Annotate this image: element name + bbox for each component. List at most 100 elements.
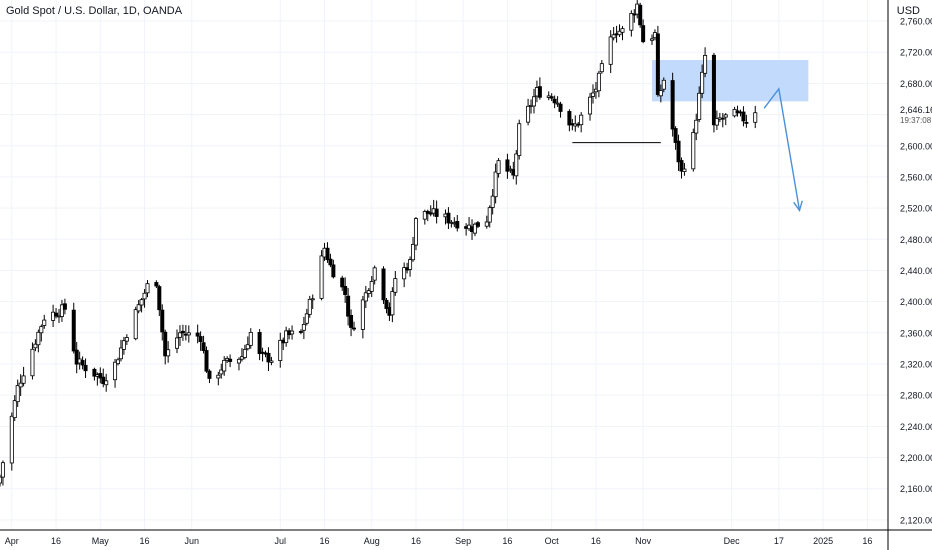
candle-body-up xyxy=(118,347,123,360)
candle xyxy=(133,306,138,341)
price-tick-label: 2,360.000 xyxy=(900,328,932,338)
candle xyxy=(475,220,480,229)
time-tick-label: 17 xyxy=(774,536,784,546)
supply-zone[interactable] xyxy=(651,60,809,102)
candle xyxy=(12,395,17,421)
candle xyxy=(611,27,616,41)
candle xyxy=(298,329,303,335)
time-axis[interactable]: Apr 16 May 16 Jun Jul 16 Aug 16 Sep 16 Oct 16 Nov Dec 1… xyxy=(5,536,873,546)
last-price-label: 2,646.160 19:37:08 xyxy=(889,101,932,126)
candle xyxy=(121,336,126,355)
candle xyxy=(425,209,430,222)
candle-body-up xyxy=(596,72,601,92)
price-tick-label: 2,280.000 xyxy=(900,391,932,401)
candle-body-down xyxy=(340,277,345,288)
candle xyxy=(118,339,123,362)
candle xyxy=(372,265,377,285)
candle-body-up xyxy=(658,90,663,97)
candle xyxy=(284,326,289,347)
candle xyxy=(71,302,76,354)
projection-arrow[interactable] xyxy=(763,87,801,211)
candle-body-up xyxy=(0,462,5,478)
candle xyxy=(691,128,696,172)
candle-body-up xyxy=(0,476,3,484)
candle-body-up xyxy=(411,243,416,261)
candle xyxy=(579,112,584,133)
candle xyxy=(83,358,88,379)
candle xyxy=(676,134,681,171)
candle xyxy=(101,368,106,388)
candle-body-down xyxy=(343,285,348,295)
price-tick-label: 2,480.000 xyxy=(900,235,932,245)
candle xyxy=(157,284,162,316)
time-tick-label: 16 xyxy=(862,536,872,546)
candle xyxy=(325,242,330,263)
candle-body-up xyxy=(472,223,477,234)
candle xyxy=(266,347,271,372)
candle xyxy=(116,357,121,366)
candle-body-down xyxy=(101,376,106,385)
candle xyxy=(124,334,129,345)
candle xyxy=(632,9,637,23)
candle xyxy=(98,367,103,384)
candle xyxy=(310,294,315,309)
candle-body-down xyxy=(74,349,79,365)
price-axis[interactable]: 2,760.0002,720.0002,680.0002,640.0002,60… xyxy=(900,17,932,526)
time-tick-label: 16 xyxy=(320,536,330,546)
candle xyxy=(142,289,147,308)
candle xyxy=(484,215,489,229)
candle xyxy=(104,373,109,392)
candle-body-down xyxy=(71,309,76,352)
candle xyxy=(723,113,728,126)
candle xyxy=(629,10,634,37)
candle xyxy=(42,314,47,329)
candle xyxy=(531,88,536,114)
price-tick-label: 2,680.000 xyxy=(900,79,932,89)
candle-body-up xyxy=(649,38,654,41)
candle-body-down xyxy=(434,208,439,217)
candle xyxy=(455,214,460,232)
candle-body-up xyxy=(15,385,20,403)
candle xyxy=(487,205,492,228)
candle-body-down xyxy=(98,373,103,379)
candle xyxy=(620,26,625,41)
candle-body-up xyxy=(493,171,498,198)
candle-body-down xyxy=(331,264,336,278)
candle-body-up xyxy=(661,79,666,90)
candle xyxy=(381,266,386,304)
candle-body-down xyxy=(475,222,480,227)
candle-body-up xyxy=(319,255,324,299)
last-price-value: 2,646.160 xyxy=(900,105,932,115)
candle-body-up xyxy=(284,330,289,343)
candle-body-down xyxy=(446,212,451,224)
candle xyxy=(21,366,26,387)
candle xyxy=(369,276,374,298)
candle xyxy=(245,336,250,351)
candle-body-down xyxy=(346,295,351,317)
candle-body-down xyxy=(266,352,271,363)
candle-body-down xyxy=(537,86,542,98)
candle xyxy=(160,304,165,341)
candle-body-up xyxy=(18,382,23,388)
candle-body-up xyxy=(617,30,622,36)
candle-body-down xyxy=(207,370,212,379)
candle xyxy=(670,72,675,137)
candle-body-up xyxy=(142,292,147,300)
candle xyxy=(537,77,542,100)
candle-body-up xyxy=(393,278,398,293)
candle xyxy=(703,47,708,78)
candle-body-up xyxy=(490,195,495,208)
candle-body-up xyxy=(700,71,705,94)
price-tick-label: 2,320.000 xyxy=(900,359,932,369)
candle-body-down xyxy=(425,210,430,214)
candle xyxy=(608,30,613,74)
candle xyxy=(207,369,212,384)
candle xyxy=(588,92,593,121)
candle xyxy=(599,60,604,74)
candle xyxy=(720,112,725,128)
candle xyxy=(655,25,660,97)
candle xyxy=(363,285,368,309)
candle xyxy=(74,341,79,374)
candle xyxy=(33,339,38,352)
